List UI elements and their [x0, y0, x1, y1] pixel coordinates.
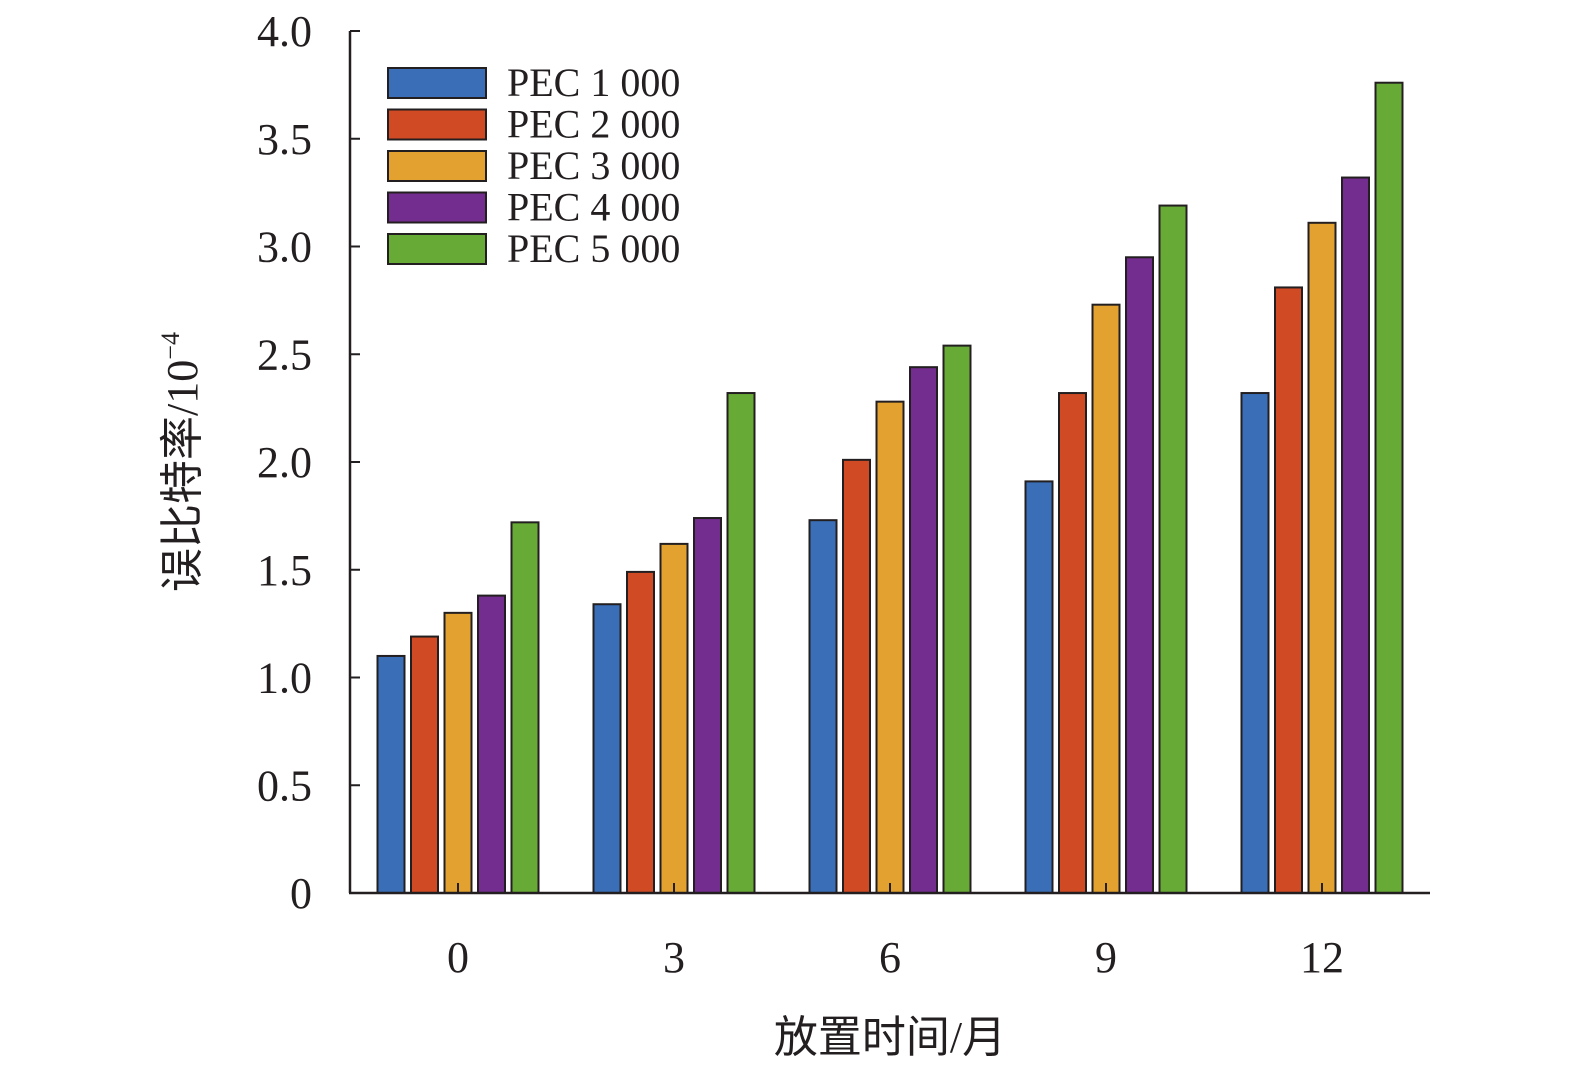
bar-6-series-1	[808, 519, 838, 894]
y-tick-label: 3.5	[257, 115, 312, 164]
legend-label: PEC 4 000	[507, 185, 680, 230]
y-tick-label: 3.0	[257, 223, 312, 272]
legend-swatch	[387, 191, 487, 224]
bar-6-series-4	[909, 366, 938, 894]
bars-layer	[376, 81, 1404, 895]
bar-3-series-4	[693, 517, 722, 895]
bar-9-series-2	[1058, 392, 1087, 894]
bar-3-series-3	[659, 542, 689, 894]
x-axis-title: 放置时间/月	[774, 1013, 1006, 1062]
bar-0-series-4	[477, 594, 506, 894]
x-tick-label: 12	[1300, 933, 1344, 982]
y-axis-title: 误比特率/10−4	[156, 332, 207, 592]
bar-0-series-5	[510, 521, 540, 895]
x-tick-label: 0	[447, 933, 469, 982]
y-axis-title-main: 误比特率/10	[158, 360, 207, 592]
legend-swatch	[387, 67, 487, 99]
bar-9-series-3	[1091, 303, 1121, 894]
bar-3-series-1	[592, 603, 622, 894]
y-tick-label: 2.0	[257, 438, 312, 487]
y-tick-label: 0	[290, 869, 312, 918]
bar-9-series-4	[1125, 256, 1154, 894]
bar-12-series-4	[1341, 176, 1370, 895]
y-tick-label: 4.0	[257, 7, 312, 56]
x-ticks-layer: 0 3 6 9 12	[447, 883, 1344, 982]
bar-12-series-5	[1374, 81, 1404, 895]
bar-6-series-5	[942, 344, 972, 894]
x-tick-label: 9	[1095, 933, 1117, 982]
bar-0-series-3	[443, 611, 473, 894]
legend-label: PEC 1 000	[507, 60, 680, 105]
x-tick-label: 6	[879, 933, 901, 982]
legend-swatch	[387, 233, 487, 265]
bar-12-series-2	[1274, 286, 1303, 894]
bar-0-series-2	[410, 635, 439, 894]
legend-swatch	[387, 150, 487, 182]
x-tick-label: 3	[663, 933, 685, 982]
y-tick-label: 1.0	[257, 654, 312, 703]
bar-3-series-5	[726, 392, 756, 894]
y-tick-label: 0.5	[257, 761, 312, 810]
legend-label: PEC 5 000	[507, 226, 680, 271]
bar-0-series-1	[376, 654, 406, 895]
y-ticks-layer: 0 0.5 1.0 1.5 2.0 2.5 3.0 3.5 4.0	[257, 7, 360, 918]
bar-6-series-3	[875, 400, 905, 894]
bar-6-series-2	[842, 458, 871, 894]
legend-swatch	[387, 108, 487, 141]
bar-9-series-1	[1024, 480, 1054, 894]
y-tick-label: 1.5	[257, 546, 312, 595]
legend-label: PEC 3 000	[507, 143, 680, 188]
y-tick-label: 2.5	[257, 330, 312, 379]
bar-3-series-2	[626, 570, 655, 895]
bar-12-series-1	[1240, 392, 1270, 894]
legend-label: PEC 2 000	[507, 102, 680, 147]
bar-9-series-5	[1158, 204, 1188, 894]
y-axis-title-exponent: −4	[156, 332, 185, 360]
bar-12-series-3	[1307, 221, 1337, 895]
